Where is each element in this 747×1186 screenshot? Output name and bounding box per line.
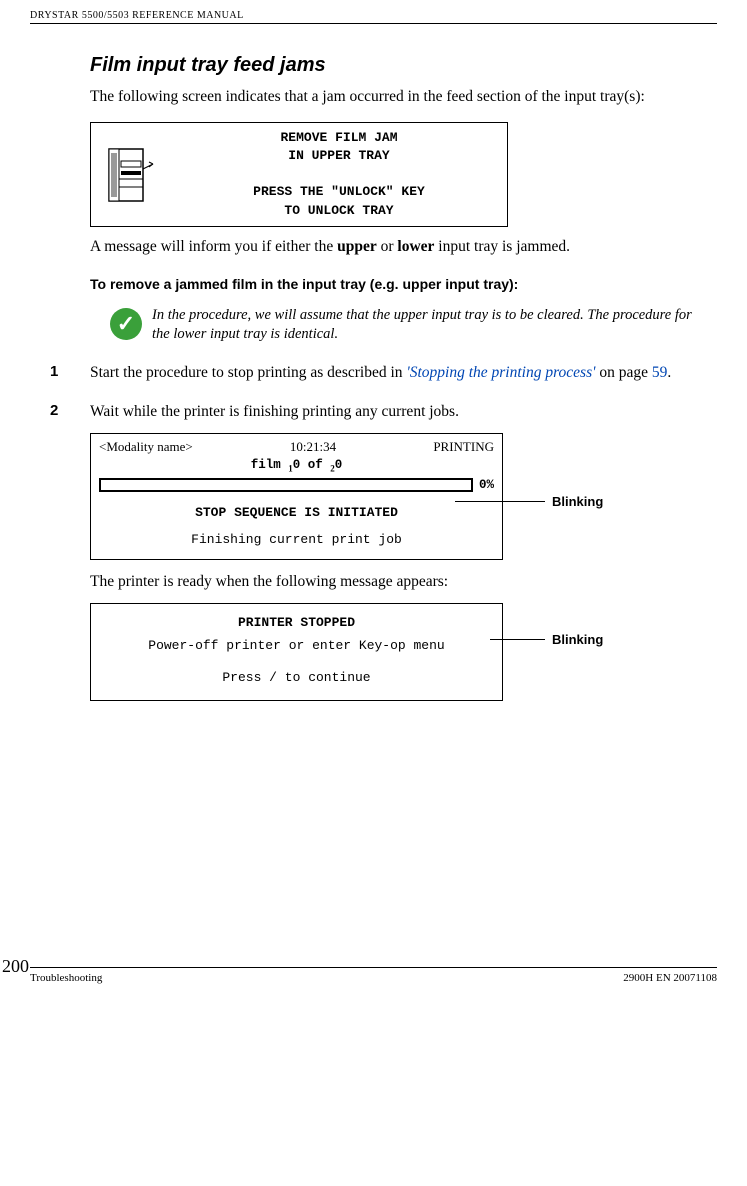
section-title: Film input tray feed jams bbox=[90, 54, 707, 77]
blinking-label: Blinking bbox=[552, 493, 603, 511]
lcd-screen-stop-sequence: <Modality name> 10:21:34 PRINTING film 1… bbox=[90, 433, 503, 566]
printer-ready-text: The printer is ready when the following … bbox=[90, 572, 707, 593]
progress-percent: 0% bbox=[479, 477, 494, 494]
modality-name: <Modality name> bbox=[99, 438, 193, 456]
page-footer: 200 Troubleshooting 2900H EN 20071108 bbox=[30, 967, 717, 984]
lcd-stop-sequence: STOP SEQUENCE IS INITIATED bbox=[99, 504, 494, 522]
film-counter: film 10 of 20 bbox=[99, 457, 494, 475]
lcd-screen-printer-stopped: PRINTER STOPPED Power-off printer or ent… bbox=[90, 603, 503, 708]
step-number: 2 bbox=[50, 402, 90, 708]
link-stopping-printing[interactable]: 'Stopping the printing process' bbox=[406, 364, 595, 381]
intro-paragraph: The following screen indicates that a ja… bbox=[90, 87, 707, 108]
lcd-screen-remove-film-jam: REMOVE FILM JAM IN UPPER TRAY PRESS THE … bbox=[90, 122, 508, 227]
lcd-text-1: REMOVE FILM JAM IN UPPER TRAY PRESS THE … bbox=[179, 129, 499, 220]
jammed-tray-note: A message will inform you if either the … bbox=[90, 237, 707, 258]
step-body: Wait while the printer is finishing prin… bbox=[90, 402, 707, 708]
check-icon: ✓ bbox=[110, 308, 142, 340]
footer-doc-id: 2900H EN 20071108 bbox=[623, 972, 717, 984]
lcd-printer-stopped: PRINTER STOPPED bbox=[99, 614, 494, 632]
info-note: ✓ In the procedure, we will assume that … bbox=[110, 306, 707, 345]
printer-status: PRINTING bbox=[433, 438, 494, 456]
page-number: 200 bbox=[2, 956, 29, 977]
step-1: 1 Start the procedure to stop printing a… bbox=[50, 363, 707, 384]
lcd-finishing-job: Finishing current print job bbox=[99, 531, 494, 549]
timestamp: 10:21:34 bbox=[290, 438, 336, 456]
step-2: 2 Wait while the printer is finishing pr… bbox=[50, 402, 707, 708]
progress-bar bbox=[99, 478, 473, 492]
link-page-59[interactable]: 59 bbox=[652, 364, 668, 381]
procedure-heading: To remove a jammed film in the input tra… bbox=[90, 276, 707, 292]
lcd-power-off: Power-off printer or enter Key-op menu bbox=[99, 637, 494, 655]
printer-icon bbox=[99, 139, 169, 209]
running-header: DRYSTAR 5500/5503 REFERENCE MANUAL bbox=[30, 10, 717, 24]
step-body: Start the procedure to stop printing as … bbox=[90, 363, 707, 384]
footer-section: Troubleshooting bbox=[30, 972, 102, 984]
note-text: In the procedure, we will assume that th… bbox=[152, 306, 707, 345]
blinking-label: Blinking bbox=[552, 631, 603, 649]
step-number: 1 bbox=[50, 363, 90, 384]
lcd-press-continue: Press / to continue bbox=[99, 669, 494, 687]
